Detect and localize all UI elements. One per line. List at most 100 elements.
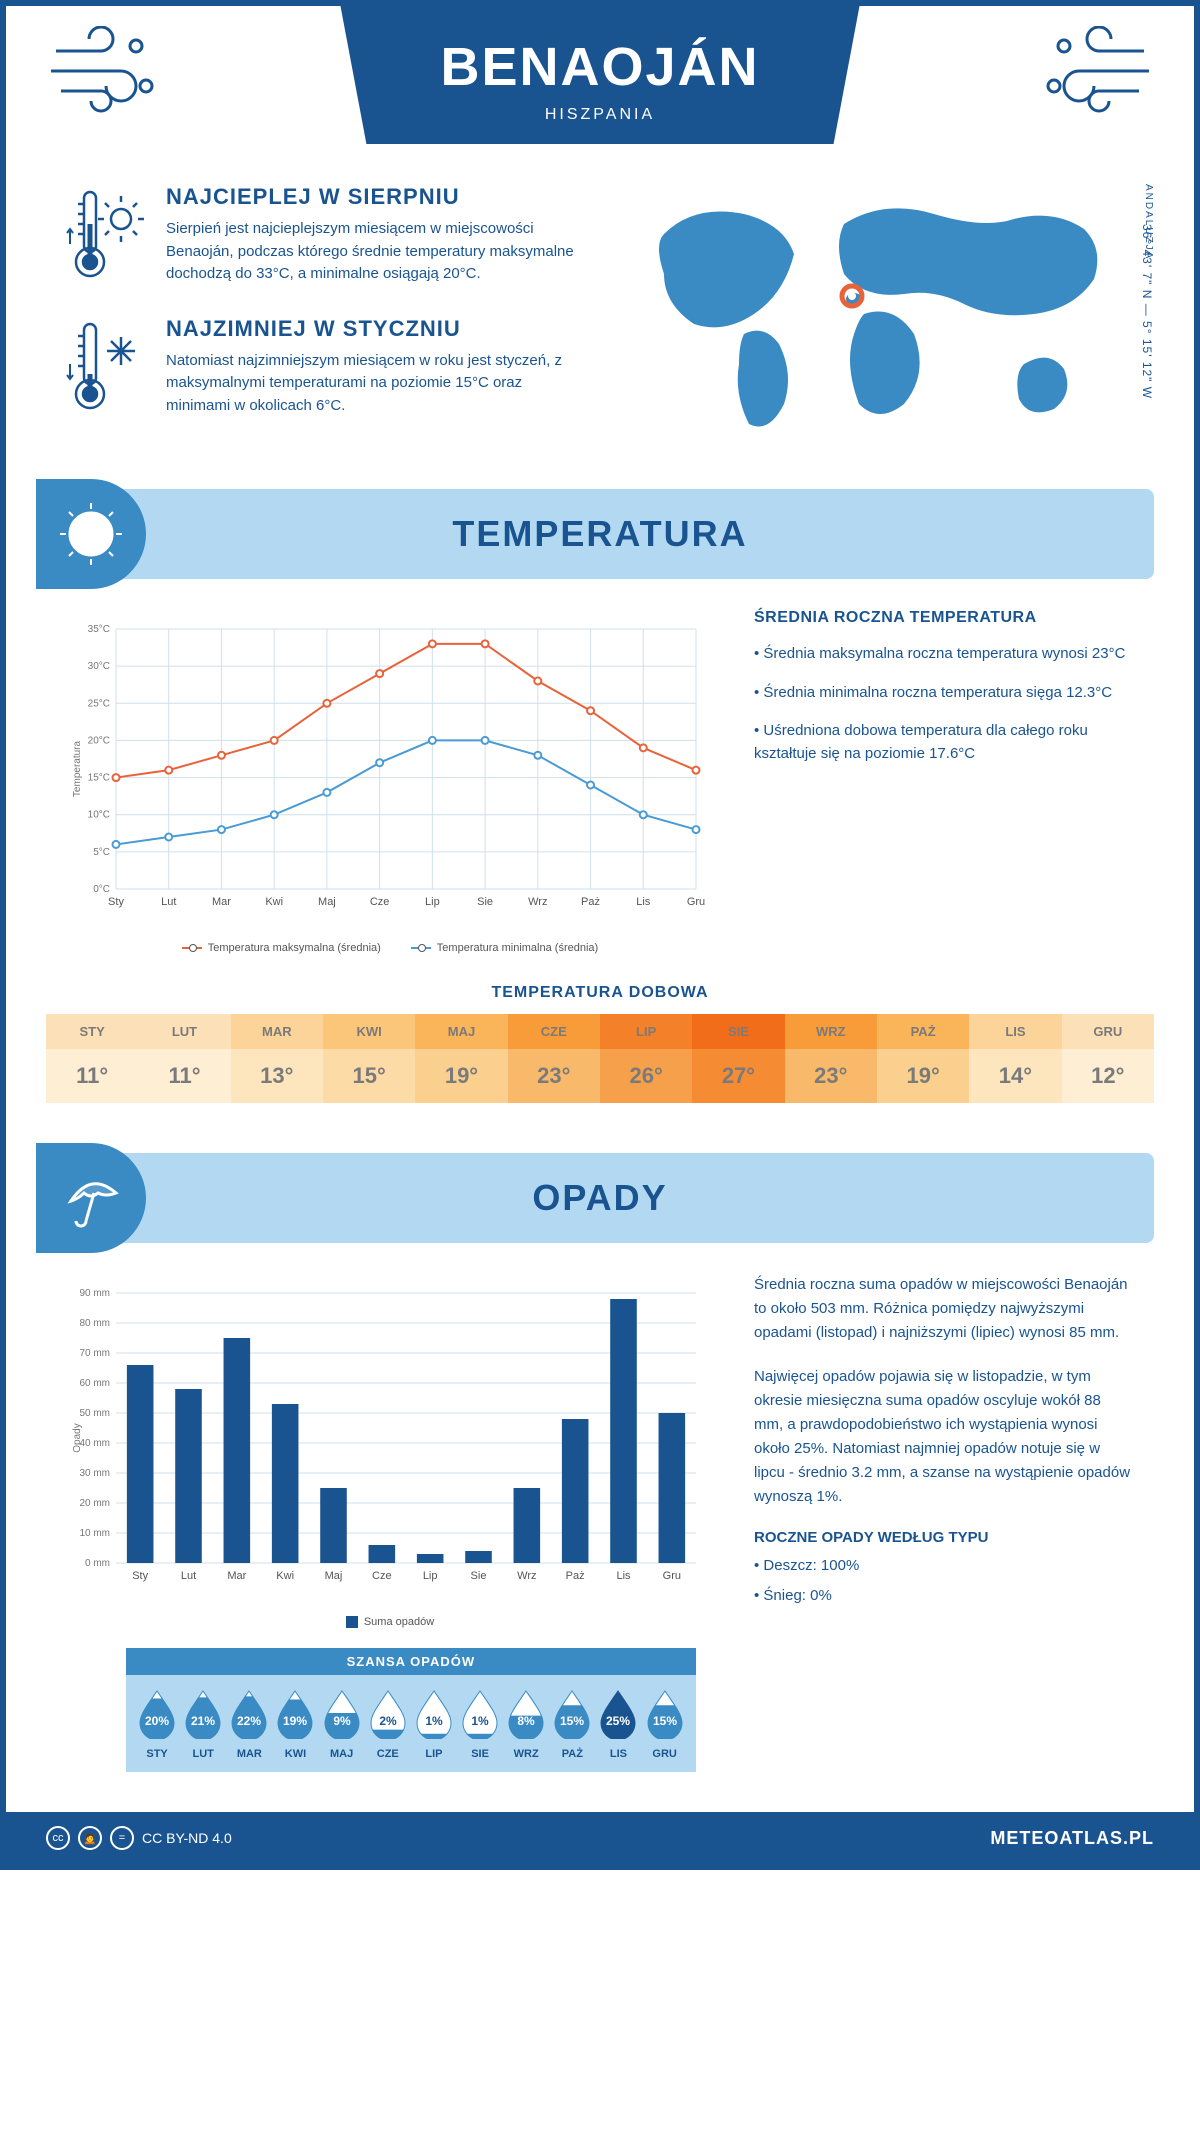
- precipitation-title: OPADY: [532, 1177, 667, 1219]
- raindrop-icon: 1%: [413, 1687, 455, 1739]
- temp-bullet-0: • Średnia maksymalna roczna temperatura …: [754, 643, 1134, 666]
- svg-text:Lip: Lip: [423, 1570, 438, 1582]
- site-name: METEOATLAS.PL: [990, 1828, 1154, 1849]
- svg-text:20%: 20%: [145, 1714, 169, 1728]
- temp-table-col: STY 11°: [46, 1014, 138, 1103]
- svg-text:40 mm: 40 mm: [79, 1438, 110, 1449]
- precipitation-section-header: OPADY: [46, 1153, 1154, 1243]
- temp-table-col: SIE 27°: [692, 1014, 784, 1103]
- thermometer-hot-icon: [66, 184, 146, 284]
- precip-type-1: • Śnieg: 0%: [754, 1584, 1134, 1608]
- chance-cell: 20% STY: [134, 1687, 180, 1760]
- hottest-text: Sierpień jest najcieplejszym miesiącem w…: [166, 218, 574, 286]
- chance-cell: 15% PAŻ: [549, 1687, 595, 1760]
- svg-text:15%: 15%: [653, 1714, 677, 1728]
- temp-bullet-1: • Średnia minimalna roczna temperatura s…: [754, 682, 1134, 705]
- svg-text:22%: 22%: [237, 1714, 261, 1728]
- top-info-region: NAJCIEPLEJ W SIERPNIU Sierpień jest najc…: [6, 184, 1194, 489]
- svg-text:21%: 21%: [191, 1714, 215, 1728]
- raindrop-icon: 20%: [136, 1687, 178, 1739]
- temp-table-col: CZE 23°: [508, 1014, 600, 1103]
- svg-text:Kwi: Kwi: [276, 1570, 294, 1582]
- temp-table-col: WRZ 23°: [785, 1014, 877, 1103]
- raindrop-icon: 19%: [274, 1687, 316, 1739]
- temp-table-col: GRU 12°: [1062, 1014, 1154, 1103]
- svg-text:25%: 25%: [606, 1714, 630, 1728]
- temp-table-title: TEMPERATURA DOBOWA: [6, 984, 1194, 1002]
- precip-type-0: • Deszcz: 100%: [754, 1554, 1134, 1578]
- umbrella-icon: [36, 1143, 146, 1253]
- coldest-block: NAJZIMNIEJ W STYCZNIU Natomiast najzimni…: [66, 316, 574, 418]
- temperature-section-header: TEMPERATURA: [46, 489, 1154, 579]
- raindrop-icon: 9%: [321, 1687, 363, 1739]
- country-subtitle: HISZPANIA: [440, 106, 759, 124]
- coldest-text: Natomiast najzimniejszym miesiącem w rok…: [166, 350, 574, 418]
- temp-table-col: LIS 14°: [969, 1014, 1061, 1103]
- header: BENAOJÁN HISZPANIA: [6, 6, 1194, 184]
- sun-icon: [36, 479, 146, 589]
- svg-text:Opady: Opady: [72, 1423, 83, 1452]
- temperature-line-chart: 0°C5°C10°C15°C20°C25°C30°C35°CStyLutMarK…: [66, 609, 706, 929]
- svg-text:Sty: Sty: [132, 1570, 148, 1582]
- svg-text:1%: 1%: [471, 1714, 489, 1728]
- svg-text:60 mm: 60 mm: [79, 1378, 110, 1389]
- chance-cell: 8% WRZ: [503, 1687, 549, 1760]
- nd-icon: =: [110, 1826, 134, 1850]
- svg-text:0 mm: 0 mm: [85, 1558, 110, 1569]
- svg-text:Lut: Lut: [161, 896, 176, 908]
- raindrop-icon: 15%: [644, 1687, 686, 1739]
- chance-cell: 9% MAJ: [319, 1687, 365, 1760]
- svg-text:Lut: Lut: [181, 1570, 196, 1582]
- by-icon: 🙍: [78, 1826, 102, 1850]
- thermometer-cold-icon: [66, 316, 146, 416]
- temp-table-col: MAR 13°: [231, 1014, 323, 1103]
- legend-max: Temperatura maksymalna (średnia): [208, 942, 381, 954]
- svg-text:90 mm: 90 mm: [79, 1288, 110, 1299]
- temp-table-col: PAŻ 19°: [877, 1014, 969, 1103]
- chance-title: SZANSA OPADÓW: [126, 1648, 696, 1675]
- svg-text:30 mm: 30 mm: [79, 1468, 110, 1479]
- chance-cell: 15% GRU: [642, 1687, 688, 1760]
- raindrop-icon: 15%: [551, 1687, 593, 1739]
- svg-text:Temperatura: Temperatura: [72, 740, 83, 797]
- svg-text:Mar: Mar: [227, 1570, 246, 1582]
- svg-text:20°C: 20°C: [88, 735, 110, 746]
- svg-text:Gru: Gru: [687, 896, 705, 908]
- chance-cell: 22% MAR: [226, 1687, 272, 1760]
- cc-icon: cc: [46, 1826, 70, 1850]
- svg-text:Lis: Lis: [616, 1570, 631, 1582]
- wind-icon-left: [46, 26, 166, 116]
- raindrop-icon: 21%: [182, 1687, 224, 1739]
- temperature-legend: Temperatura maksymalna (średnia) Tempera…: [66, 942, 714, 954]
- svg-text:80 mm: 80 mm: [79, 1318, 110, 1329]
- svg-text:Kwi: Kwi: [265, 896, 283, 908]
- svg-text:15°C: 15°C: [88, 773, 110, 784]
- svg-text:Maj: Maj: [318, 896, 336, 908]
- svg-text:Wrz: Wrz: [517, 1570, 536, 1582]
- daily-temperature-table: STY 11° LUT 11° MAR 13° KWI 15° MAJ 19° …: [46, 1014, 1154, 1103]
- temperature-chart-region: 0°C5°C10°C15°C20°C25°C30°C35°CStyLutMarK…: [66, 609, 714, 954]
- precipitation-legend: Suma opadów: [66, 1616, 714, 1628]
- header-banner: BENAOJÁN HISZPANIA: [340, 6, 859, 144]
- svg-text:15%: 15%: [560, 1714, 584, 1728]
- raindrop-icon: 8%: [505, 1687, 547, 1739]
- hottest-heading: NAJCIEPLEJ W SIERPNIU: [166, 184, 574, 210]
- raindrop-icon: 25%: [597, 1687, 639, 1739]
- precip-p1: Średnia roczna suma opadów w miejscowośc…: [754, 1273, 1134, 1345]
- svg-text:10°C: 10°C: [88, 810, 110, 821]
- temp-table-col: LUT 11°: [138, 1014, 230, 1103]
- svg-text:Paż: Paż: [581, 896, 600, 908]
- map-region: 36° 43' 7" N — 5° 15' 12" W ANDALUZJA: [614, 184, 1134, 449]
- raindrop-icon: 2%: [367, 1687, 409, 1739]
- svg-text:Lis: Lis: [636, 896, 651, 908]
- svg-text:Maj: Maj: [325, 1570, 343, 1582]
- chance-cell: 25% LIS: [595, 1687, 641, 1760]
- svg-text:Cze: Cze: [370, 896, 390, 908]
- precipitation-text: Średnia roczna suma opadów w miejscowośc…: [754, 1273, 1134, 1628]
- world-map-icon: [614, 184, 1134, 444]
- svg-text:25°C: 25°C: [88, 698, 110, 709]
- svg-text:35°C: 35°C: [88, 624, 110, 635]
- svg-text:Wrz: Wrz: [528, 896, 547, 908]
- temp-table-col: KWI 15°: [323, 1014, 415, 1103]
- precipitation-bar-chart: 0 mm10 mm20 mm30 mm40 mm50 mm60 mm70 mm8…: [66, 1273, 706, 1603]
